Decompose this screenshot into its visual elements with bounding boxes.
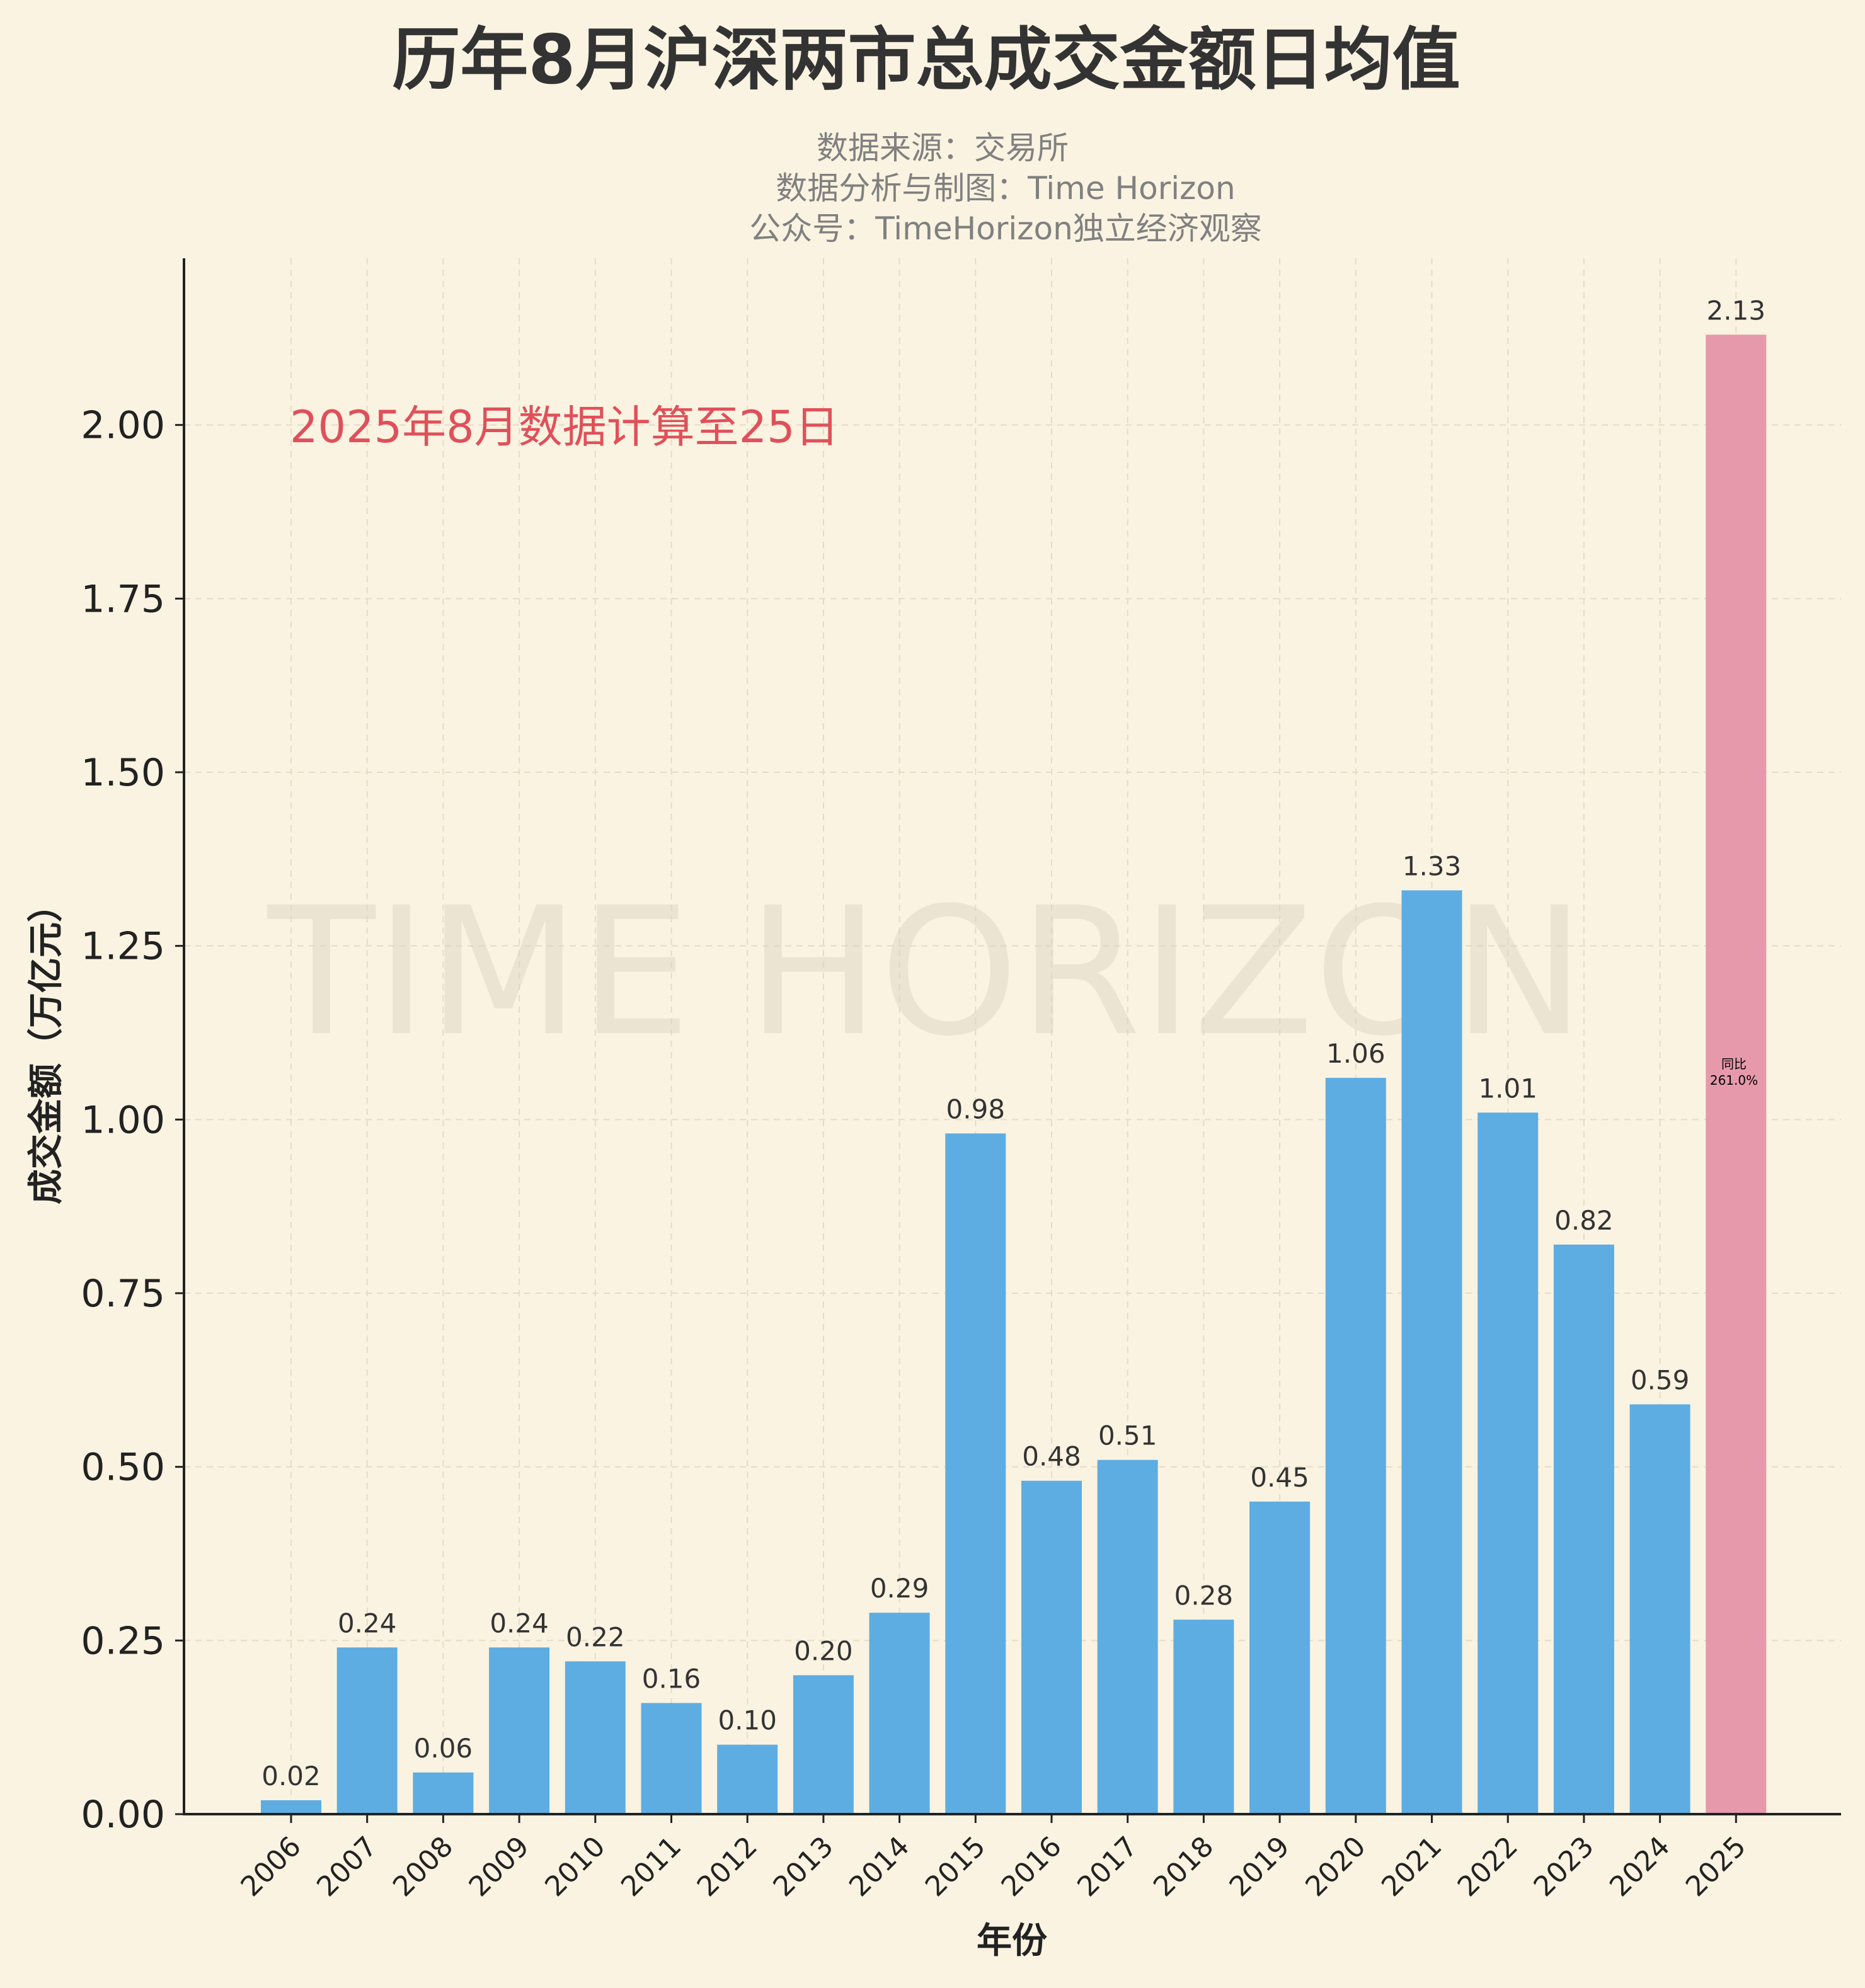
y-tick-label: 1.50 <box>81 751 165 795</box>
bar-2018 <box>1173 1620 1234 1814</box>
bar-2021 <box>1401 890 1462 1814</box>
y-tick-label: 0.50 <box>81 1446 165 1490</box>
bar-value-label: 1.06 <box>1326 1038 1386 1069</box>
x-tick-label: 2008 <box>387 1831 459 1903</box>
x-tick-label: 2010 <box>539 1831 611 1903</box>
bar-value-label: 0.22 <box>566 1621 625 1652</box>
bar-value-label: 0.59 <box>1631 1364 1690 1395</box>
x-tick-label: 2014 <box>843 1831 915 1903</box>
y-tick-label: 0.75 <box>81 1272 165 1316</box>
bars <box>261 334 1767 1814</box>
bar-2010 <box>565 1661 626 1814</box>
bar-value-label: 1.33 <box>1403 850 1462 881</box>
x-tick-label: 2018 <box>1147 1831 1220 1903</box>
bar-value-label: 0.02 <box>261 1761 321 1791</box>
y-axis-ticks: 0.00 0.25 0.50 0.75 1.00 1.25 1.50 1.75 2.00 <box>81 404 184 1837</box>
bar-2014 <box>869 1613 930 1814</box>
bar-value-label: 0.29 <box>870 1573 929 1604</box>
x-tick-label: 2007 <box>311 1831 383 1903</box>
watermark-text: TIME HORIZON <box>265 870 1585 1075</box>
bar-2020 <box>1325 1078 1386 1814</box>
bar-value-label: 0.98 <box>946 1094 1006 1124</box>
y-tick-label: 0.25 <box>81 1619 165 1663</box>
subtitle-source: 数据来源：交易所 <box>817 130 1069 166</box>
y-tick-label: 0.00 <box>81 1793 165 1837</box>
x-tick-label: 2011 <box>615 1831 687 1903</box>
bar-value-label: 2.13 <box>1707 295 1766 326</box>
chart-title: 历年8月沪深两市总成交金额日均值 <box>392 21 1460 100</box>
x-tick-label: 2009 <box>463 1831 536 1903</box>
y-axis-title: 成交金额（万亿元） <box>26 887 67 1204</box>
x-tick-label: 2020 <box>1299 1831 1372 1903</box>
bar-2019 <box>1249 1501 1311 1814</box>
y-tick-label: 1.25 <box>81 925 165 969</box>
bar-2015 <box>945 1133 1006 1814</box>
bar-value-label: 0.82 <box>1554 1205 1614 1236</box>
bar-value-labels: 0.02 0.24 0.06 0.24 0.22 0.16 0.10 0.20 0.29 0.98… <box>261 295 1765 1791</box>
bar-value-label: 0.10 <box>718 1705 777 1736</box>
x-axis-ticks: 2006 2007 2008 2009 2010 2011 2012 2013 2014 2015… <box>235 1814 1752 1903</box>
bar-2006 <box>261 1800 321 1814</box>
x-tick-label: 2016 <box>996 1831 1068 1903</box>
bar-2013 <box>793 1675 854 1814</box>
bar-2008 <box>413 1772 474 1814</box>
x-tick-label: 2013 <box>767 1831 839 1903</box>
y-tick-label: 1.00 <box>81 1098 165 1142</box>
bar-2007 <box>336 1647 398 1814</box>
bar-2023 <box>1553 1244 1614 1814</box>
y-tick-label: 2.00 <box>81 404 165 448</box>
bar-value-label: 0.20 <box>794 1635 853 1666</box>
x-tick-label: 2006 <box>235 1831 307 1903</box>
bar-2012 <box>717 1744 778 1814</box>
bar-value-label: 0.06 <box>414 1733 473 1764</box>
x-tick-label: 2022 <box>1452 1831 1524 1903</box>
bar-value-label: 1.01 <box>1478 1073 1537 1104</box>
bar-2011 <box>641 1703 702 1814</box>
x-tick-label: 2015 <box>919 1831 992 1903</box>
x-axis-title: 年份 <box>977 1921 1047 1962</box>
yoy-value: 261.0% <box>1710 1073 1758 1088</box>
bar-2024 <box>1629 1404 1690 1814</box>
bar-value-label: 0.24 <box>338 1608 397 1638</box>
y-tick-label: 1.75 <box>81 577 165 621</box>
subtitle-wechat: 公众号：TimeHorizon独立经济观察 <box>749 210 1262 247</box>
data-cutoff-note: 2025年8月数据计算至25日 <box>290 401 839 453</box>
bar-value-label: 0.28 <box>1174 1580 1234 1611</box>
x-tick-label: 2024 <box>1604 1831 1676 1903</box>
bar-value-label: 0.24 <box>490 1608 549 1638</box>
x-tick-label: 2023 <box>1527 1831 1600 1903</box>
x-tick-label: 2021 <box>1375 1831 1448 1903</box>
bar-value-label: 0.45 <box>1250 1462 1309 1493</box>
yoy-label: 同比 <box>1721 1056 1747 1071</box>
bar-value-label: 0.51 <box>1098 1420 1157 1451</box>
x-tick-label: 2012 <box>691 1831 764 1903</box>
bar-2016 <box>1021 1480 1082 1814</box>
bar-2009 <box>489 1647 550 1814</box>
x-tick-label: 2019 <box>1224 1831 1296 1903</box>
bar-2017 <box>1097 1460 1158 1814</box>
bar-2025 <box>1706 334 1767 1814</box>
x-tick-label: 2017 <box>1071 1831 1144 1903</box>
bar-value-label: 0.16 <box>642 1664 701 1694</box>
bar-value-label: 0.48 <box>1022 1441 1081 1472</box>
subtitle-analysis: 数据分析与制图：Time Horizon <box>776 170 1235 207</box>
x-tick-label: 2025 <box>1680 1831 1752 1903</box>
bar-2022 <box>1478 1112 1539 1814</box>
